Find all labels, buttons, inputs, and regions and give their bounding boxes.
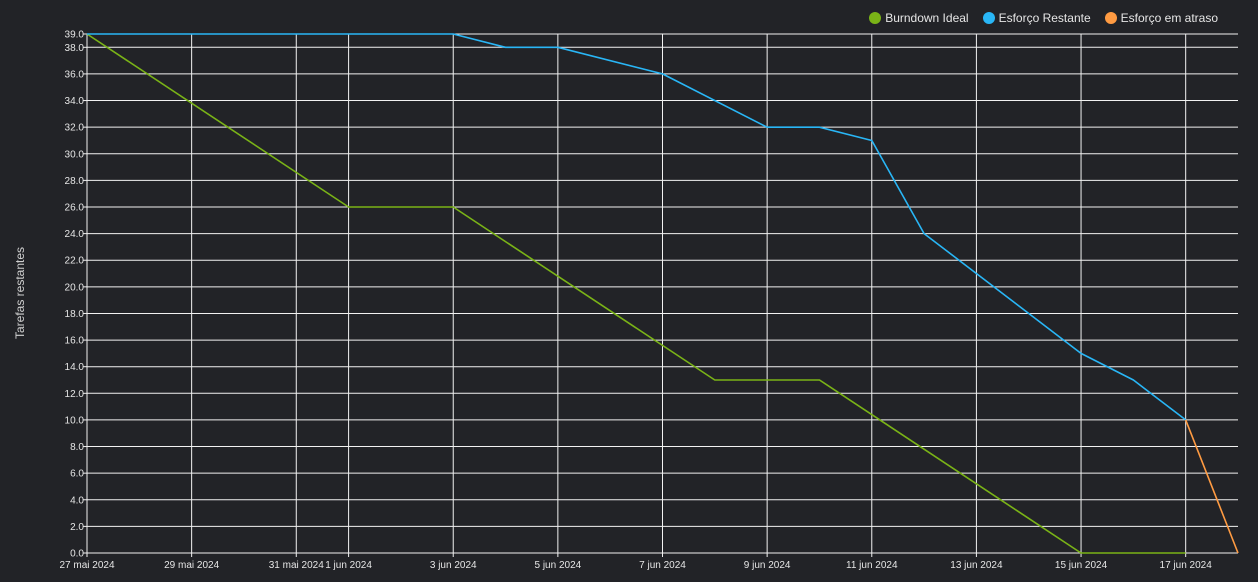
y-axis-label: Tarefas restantes bbox=[13, 246, 27, 340]
y-tick-label: 22.0 bbox=[65, 256, 85, 267]
series-line-burndown-ideal bbox=[86, 33, 1186, 554]
y-tick-label: 6.0 bbox=[70, 469, 84, 480]
y-tick-label: 8.0 bbox=[70, 442, 84, 453]
y-tick-label: 20.0 bbox=[65, 282, 85, 293]
series-line-esforco-restante bbox=[87, 33, 1187, 421]
x-tick-label: 7 jun 2024 bbox=[639, 560, 686, 571]
x-tick-label: 17 jun 2024 bbox=[1160, 560, 1213, 571]
y-tick-label: 38.0 bbox=[65, 43, 85, 54]
chart-legend: Burndown Ideal Esforço Restante Esforço em… bbox=[869, 11, 1218, 25]
legend-label: Esforço Restante bbox=[998, 11, 1091, 25]
y-tick-label: 39.0 bbox=[65, 30, 85, 41]
y-tick-label: 24.0 bbox=[65, 229, 85, 240]
legend-item[interactable]: Esforço Restante bbox=[982, 11, 1091, 25]
x-tick-label: 1 jun 2024 bbox=[325, 560, 372, 571]
y-tick-label: 4.0 bbox=[70, 495, 84, 506]
x-tick-label: 15 jun 2024 bbox=[1055, 560, 1108, 571]
y-tick-label: 12.0 bbox=[65, 389, 85, 400]
x-tick-label: 5 jun 2024 bbox=[535, 560, 582, 571]
y-tick-label: 10.0 bbox=[65, 415, 85, 426]
y-tick-label: 30.0 bbox=[65, 149, 85, 160]
y-tick-label: 0.0 bbox=[70, 549, 84, 560]
series-layer bbox=[86, 33, 1239, 554]
y-tick-label: 36.0 bbox=[65, 69, 85, 80]
legend-label: Esforço em atraso bbox=[1120, 11, 1218, 25]
x-tick-label: 29 mai 2024 bbox=[164, 560, 219, 571]
y-tick-label: 28.0 bbox=[65, 176, 85, 187]
grid-layer bbox=[86, 33, 1238, 554]
x-tick-label: 9 jun 2024 bbox=[744, 560, 791, 571]
y-tick-label: 14.0 bbox=[65, 362, 85, 373]
legend-item[interactable]: Esforço em atraso bbox=[1104, 11, 1218, 25]
axis-layer: 0.0 2.0 4.0 6.0 8.0 10.0 12.0 14.0 16.0 18.0 20.0 2… bbox=[59, 30, 1238, 571]
legend-dot-icon bbox=[982, 12, 995, 24]
y-tick-label: 2.0 bbox=[70, 522, 84, 533]
legend-label: Burndown Ideal bbox=[885, 11, 969, 25]
y-tick-label: 32.0 bbox=[65, 123, 85, 134]
x-tick-label: 3 jun 2024 bbox=[430, 560, 477, 571]
legend-dot-icon bbox=[869, 12, 882, 24]
y-tick-label: 34.0 bbox=[65, 96, 85, 107]
legend-item[interactable]: Burndown Ideal bbox=[869, 11, 969, 25]
y-tick-label: 26.0 bbox=[65, 203, 85, 214]
series-line-esforco-em-atraso bbox=[1184, 419, 1239, 554]
legend-dot-icon bbox=[1104, 12, 1117, 24]
x-tick-label: 11 jun 2024 bbox=[846, 560, 898, 571]
x-tick-label: 31 mai 2024 bbox=[269, 560, 324, 571]
x-tick-label: 27 mai 2024 bbox=[59, 560, 114, 571]
y-tick-label: 18.0 bbox=[65, 309, 85, 320]
x-tick-label: 13 jun 2024 bbox=[950, 560, 1003, 571]
y-tick-label: 16.0 bbox=[65, 336, 85, 347]
